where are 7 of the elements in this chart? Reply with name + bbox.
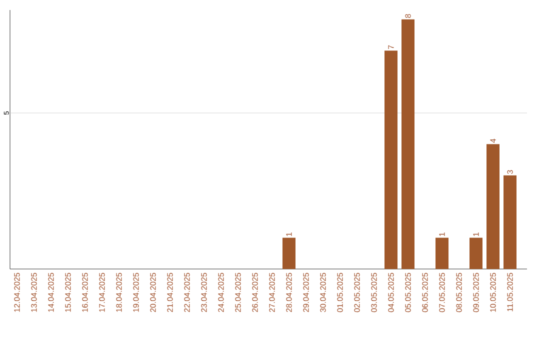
- bar: [282, 238, 296, 269]
- bar: [401, 19, 414, 269]
- bar: [436, 238, 448, 269]
- bar: [470, 238, 482, 269]
- bar: [486, 144, 500, 269]
- bar: [504, 175, 517, 269]
- bar: [384, 50, 398, 269]
